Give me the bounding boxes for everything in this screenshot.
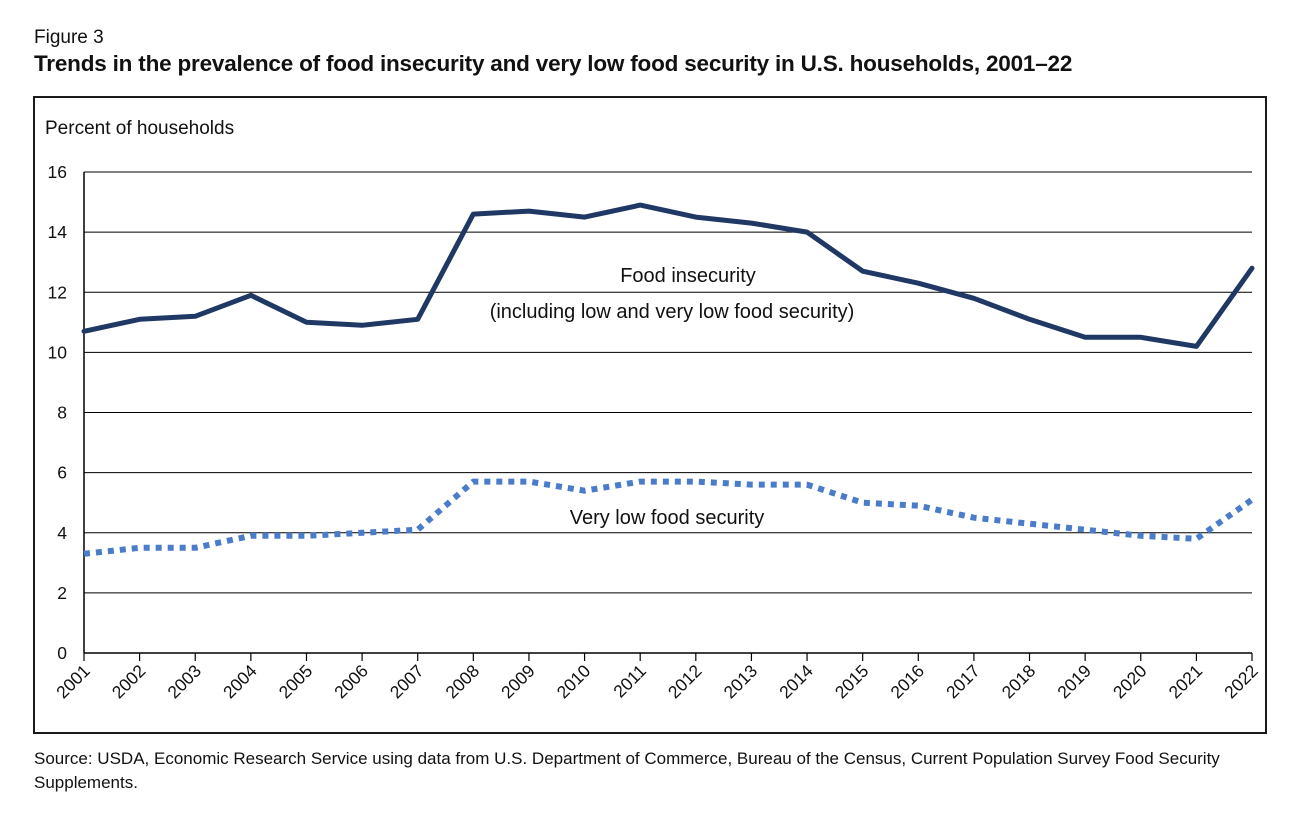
- x-tick-label: 2014: [775, 661, 817, 703]
- series-line-very-low-food-security: [83, 478, 1254, 557]
- x-tick-label: 2021: [1165, 661, 1207, 703]
- x-tick-label: 2017: [942, 661, 984, 703]
- y-tick-label: 12: [48, 282, 67, 302]
- y-tick-label: 4: [57, 523, 67, 543]
- x-tick-label: 2007: [386, 661, 428, 703]
- x-tick-label: 2006: [330, 661, 372, 703]
- series-lines: [81, 202, 1255, 557]
- x-tick-label: 2011: [609, 661, 650, 702]
- x-tick-label: 2015: [831, 661, 873, 703]
- x-tick-label: 2010: [553, 661, 595, 703]
- figure-label: Figure 3: [34, 27, 104, 48]
- axes: [83, 172, 1252, 654]
- annotation-food-insecurity-line1: Food insecurity: [620, 265, 756, 287]
- chart-title: Trends in the prevalence of food insecur…: [34, 51, 1073, 76]
- x-tick-label: 2020: [1109, 661, 1151, 703]
- y-tick-label: 0: [57, 643, 67, 663]
- y-axis-title: Percent of households: [45, 118, 234, 139]
- x-tick-label: 2012: [664, 661, 706, 703]
- x-tick-label: 2004: [219, 661, 261, 703]
- y-tick-label: 2: [57, 583, 67, 603]
- gridlines: [84, 171, 1252, 594]
- y-tick-label: 6: [57, 463, 67, 483]
- x-tick-label: 2019: [1053, 661, 1095, 703]
- y-tick-label: 8: [57, 403, 67, 423]
- y-tick-label: 16: [48, 162, 67, 182]
- x-tick-label: 2016: [886, 661, 928, 703]
- x-tick-label: 2002: [108, 661, 150, 703]
- x-tick-label: 2005: [275, 661, 317, 703]
- y-tick-label: 14: [48, 222, 68, 242]
- annotation-food-insecurity-line2: (including low and very low food securit…: [490, 301, 855, 323]
- x-tick-label: 2008: [441, 661, 483, 703]
- source-note: Source: USDA, Economic Research Service …: [34, 749, 1220, 792]
- chart-frame: [33, 96, 1267, 734]
- x-tick-label: 2013: [720, 661, 762, 703]
- y-tick-label: 10: [48, 342, 68, 362]
- x-tick-labels: 2001 2002 2003 2004 2005 2006 2007 2008 2009 2010…: [52, 653, 1262, 702]
- series-line-food-insecurity: [81, 202, 1255, 349]
- x-tick-label: 2001: [52, 661, 94, 703]
- x-tick-label: 2022: [1220, 661, 1262, 703]
- annotation-very-low-food-security: Very low food security: [570, 507, 765, 529]
- y-tick-labels: 0 2 4 6 8 10 12 14 16: [48, 162, 68, 663]
- x-tick-label: 2018: [998, 661, 1040, 703]
- x-tick-label: 2003: [163, 661, 205, 703]
- x-tick-label: 2009: [497, 661, 539, 703]
